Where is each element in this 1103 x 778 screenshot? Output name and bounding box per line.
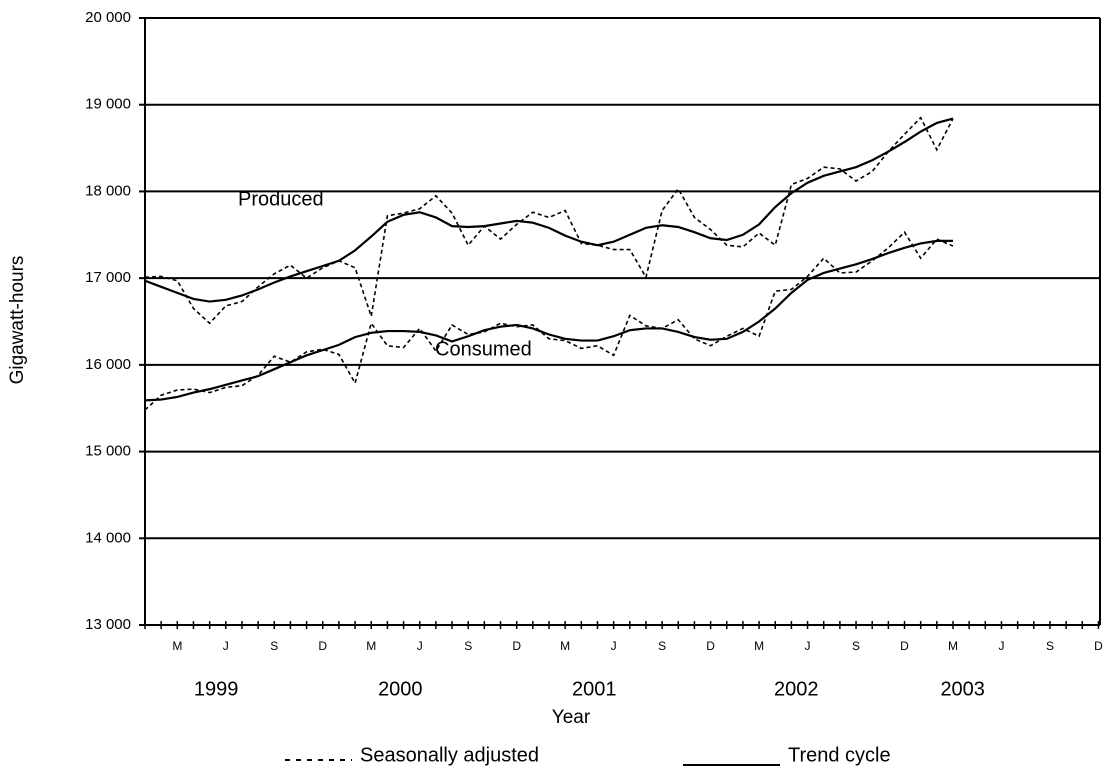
y-tick-label: 15 000 [85,443,131,460]
x-tick-label: D [900,639,909,653]
x-tick-label: S [658,639,666,653]
y-tick-label: 16 000 [85,356,131,373]
year-label: 2003 [940,678,985,700]
x-tick-label: M [754,639,764,653]
adjusted-line [144,116,954,325]
y-tick-label: 17 000 [85,269,131,286]
x-tick-label: M [366,639,376,653]
legend-label: Trend cycle [788,744,891,766]
x-tick-label: S [270,639,278,653]
series-label: Consumed [435,338,532,360]
year-label: 2000 [378,678,423,700]
series-label: Produced [238,188,324,210]
year-label: 2002 [774,678,819,700]
x-tick-label: M [560,639,570,653]
year-label: 2001 [572,678,617,700]
adjusted-line [144,230,954,411]
trend-line [144,117,954,303]
y-tick-label: 14 000 [85,529,131,546]
x-tick-label: D [318,639,327,653]
y-tick-label: 20 000 [85,9,131,26]
x-tick-label: J [611,639,617,653]
y-tick-label: 18 000 [85,182,131,199]
x-tick-label: S [852,639,860,653]
x-tick-label: D [1094,639,1103,653]
year-label: 1999 [194,678,239,700]
x-tick-label: M [948,639,958,653]
x-tick-label: D [512,639,521,653]
x-tick-label: D [706,639,715,653]
x-tick-label: J [417,639,423,653]
y-axis-title: Gigawatt-hours [7,256,28,385]
x-tick-label: J [223,639,229,653]
legend-label: Seasonally adjusted [360,744,539,766]
x-axis-title: Year [552,707,591,728]
trend-line [144,239,953,402]
x-tick-label: M [172,639,182,653]
y-tick-label: 13 000 [85,616,131,633]
x-tick-label: S [1046,639,1054,653]
x-tick-label: J [998,639,1004,653]
x-tick-label: J [805,639,811,653]
x-tick-label: S [464,639,472,653]
y-tick-label: 19 000 [85,96,131,113]
